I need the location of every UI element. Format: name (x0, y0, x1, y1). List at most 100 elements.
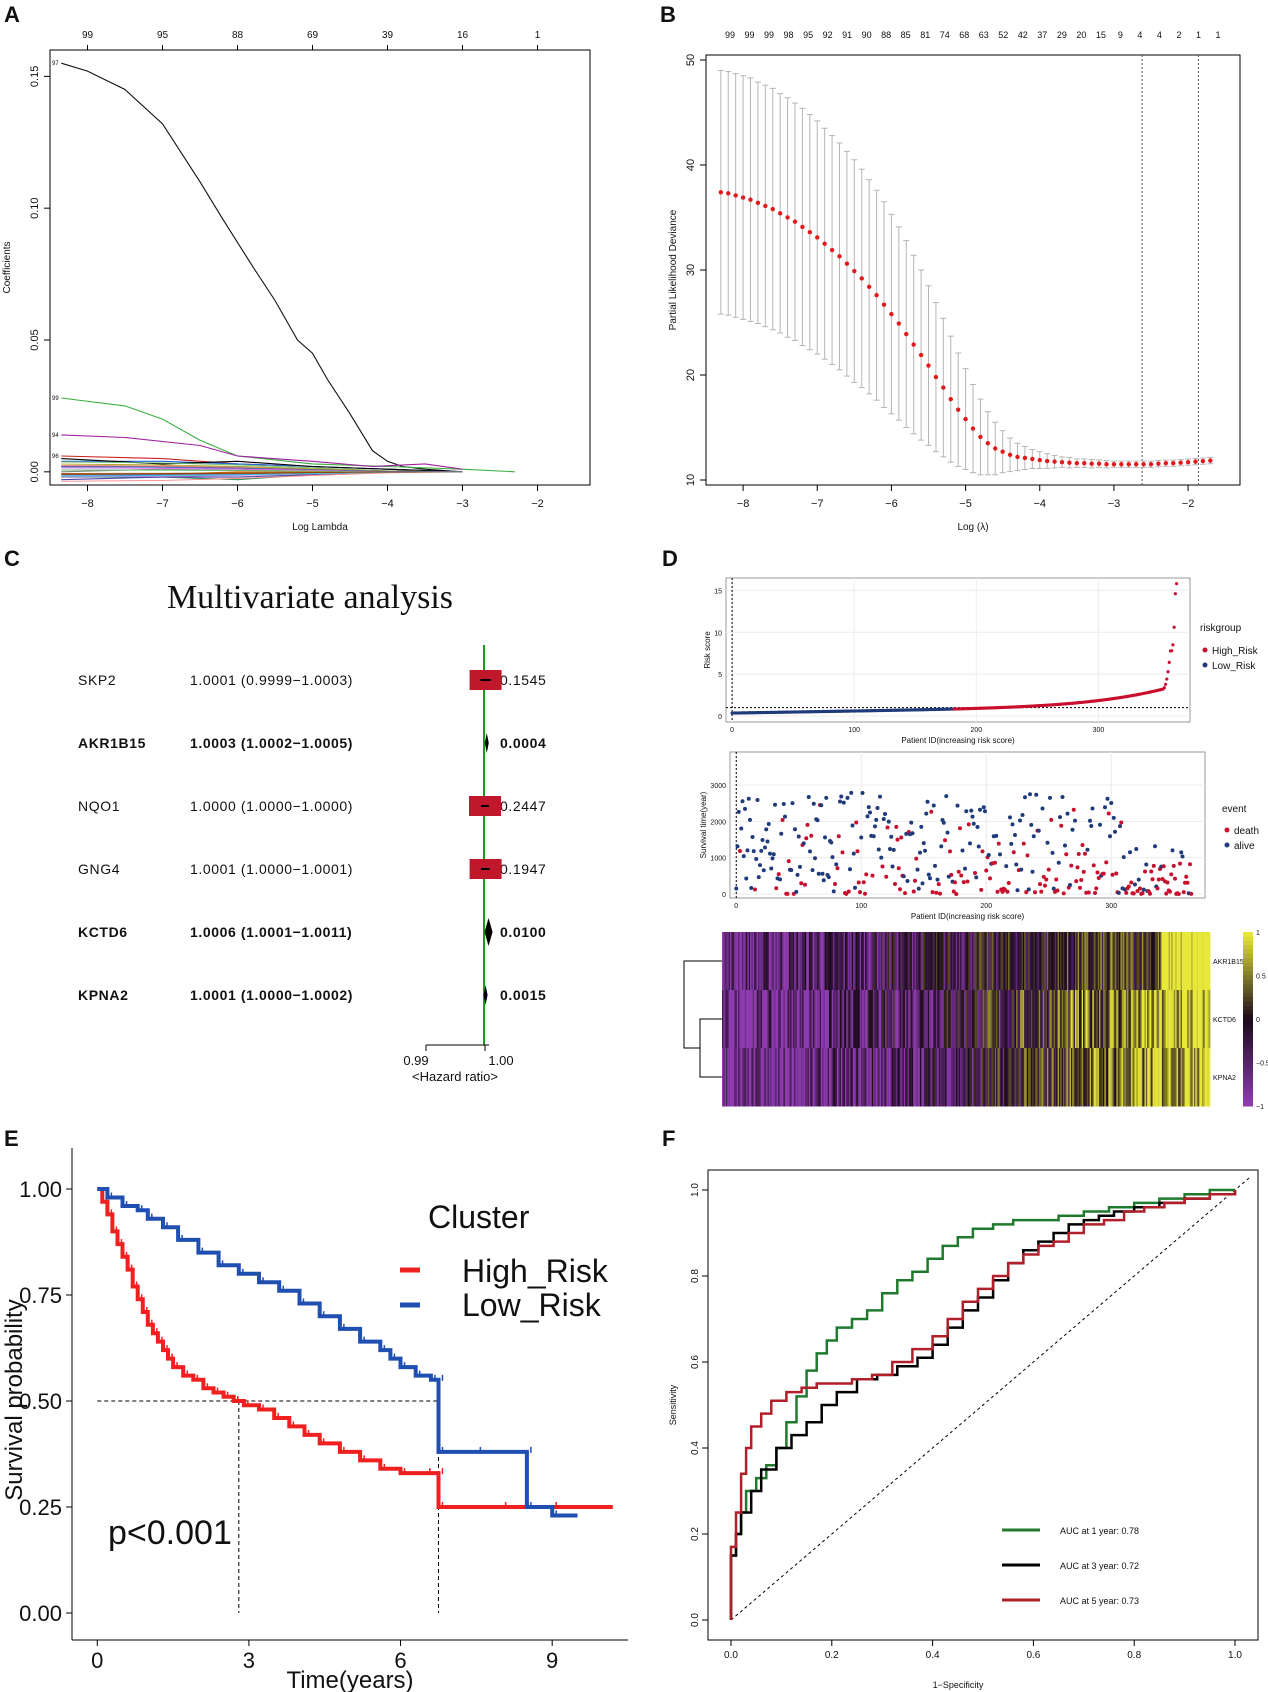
heatmap-cell (795, 932, 798, 991)
heatmap-cell (878, 932, 881, 991)
heatmap-cell (1197, 1048, 1200, 1107)
heatmap-cell (909, 1048, 911, 1107)
heatmap-cell (989, 932, 992, 991)
heatmap-cell (1152, 932, 1155, 991)
heatmap-cell (779, 932, 782, 991)
top-tick-label: 81 (920, 30, 930, 40)
deviance-point (1178, 460, 1183, 465)
heatmap-cell (988, 990, 990, 1049)
heatmap-cell (1000, 990, 1002, 1049)
heatmap-cell (1184, 990, 1187, 1049)
heatmap-cell (806, 932, 808, 991)
heatmap-cell (881, 990, 883, 1049)
heatmap-cell (823, 1048, 826, 1107)
heatmap-cell (735, 990, 738, 1049)
heatmap-cell (1010, 1048, 1013, 1107)
survival-point (995, 889, 1000, 894)
heatmap-cell (935, 990, 938, 1049)
heatmap-cell (1105, 932, 1108, 991)
survival-point (980, 849, 985, 854)
heatmap-cell (998, 1048, 1001, 1107)
heatmap-cell (782, 932, 784, 991)
heatmap-cell (728, 1048, 731, 1107)
legend-title: event (1222, 804, 1247, 815)
heatmap-cell (1208, 932, 1211, 991)
survival-point (845, 795, 850, 800)
heatmap-cell (810, 1048, 812, 1107)
heatmap-cell (953, 1048, 956, 1107)
heatmap-cell (1143, 1048, 1145, 1107)
survival-point (939, 844, 944, 849)
heatmap-cell (1176, 990, 1179, 1049)
heatmap-cell (1018, 932, 1021, 991)
heatmap-cell (743, 1048, 746, 1107)
heatmap-cell (798, 932, 800, 991)
heatmap-cell (1101, 932, 1104, 991)
top-tick-label: 74 (940, 30, 950, 40)
heatmap-cell (726, 932, 728, 991)
deviance-point (733, 193, 738, 198)
heatmap-cell (824, 990, 827, 1049)
forest-ci-label: 1.0001 (1.0000−1.0001) (190, 861, 353, 877)
heatmap-cell (962, 990, 965, 1049)
heatmap-cell (1084, 932, 1087, 991)
survival-point (916, 886, 921, 891)
survival-point (793, 827, 797, 832)
survival-point (1080, 843, 1085, 848)
heatmap-cell (1077, 932, 1080, 991)
heatmap-cell (1175, 932, 1177, 991)
heatmap-cell (1179, 932, 1181, 991)
heatmap-cell (790, 932, 792, 991)
survival-point (1050, 850, 1055, 855)
y-tick-label: 0 (718, 714, 722, 721)
x-tick-label: −6 (231, 498, 244, 510)
heatmap-cell (1156, 990, 1159, 1049)
heatmap-cell (786, 932, 788, 991)
survival-point (1006, 880, 1011, 885)
heatmap-cell (783, 990, 786, 1049)
heatmap-cell (784, 932, 787, 991)
heatmap-cell (1181, 932, 1184, 991)
deviance-point (1022, 455, 1028, 461)
roc-curve (729, 1188, 1235, 1620)
survival-point (1131, 891, 1136, 896)
roc-curve (729, 1190, 1237, 1620)
legend-label: AUC at 3 year: 0.72 (1060, 1561, 1139, 1571)
risk-point (1170, 649, 1174, 653)
deviance-point (1044, 458, 1050, 464)
heatmap-cell (1117, 932, 1120, 991)
heatmap-cell (935, 1048, 938, 1107)
roc-curve (729, 1190, 1237, 1620)
heatmap-cell (738, 1048, 740, 1107)
heatmap-cell (1116, 990, 1119, 1049)
survival-point (1031, 834, 1036, 839)
heatmap-cell (1057, 990, 1060, 1049)
heatmap-cell (1085, 932, 1088, 991)
heatmap-cell (780, 1048, 783, 1107)
heatmap-cell (923, 990, 926, 1049)
heatmap-cell (734, 932, 736, 991)
heatmap-cell (842, 932, 845, 991)
survival-point (968, 841, 972, 846)
heatmap-cell (863, 1048, 866, 1107)
coefficient-path-minor (61, 471, 463, 474)
x-tick-label: 0 (734, 903, 738, 910)
color-scale-step (1243, 971, 1253, 976)
deviance-point (822, 241, 827, 246)
heatmap-cell (875, 990, 878, 1049)
path-index-label: 96 (52, 454, 59, 460)
heatmap-cell (760, 990, 763, 1049)
survival-point (993, 860, 997, 865)
heatmap-cell (881, 1048, 883, 1107)
heatmap-cell (937, 1048, 939, 1107)
top-tick-label: 52 (998, 30, 1008, 40)
legend-label: AUC at 5 year: 0.73 (1060, 1596, 1139, 1606)
heatmap-cell (751, 990, 754, 1049)
heatmap-cell (774, 1048, 776, 1107)
survival-point (1101, 871, 1106, 876)
heatmap-cell (1132, 932, 1135, 991)
heatmap-cell (802, 1048, 804, 1107)
forest-ci-label: 1.0006 (1.0001−1.0011) (190, 924, 352, 940)
heatmap-cell (1022, 990, 1025, 1049)
